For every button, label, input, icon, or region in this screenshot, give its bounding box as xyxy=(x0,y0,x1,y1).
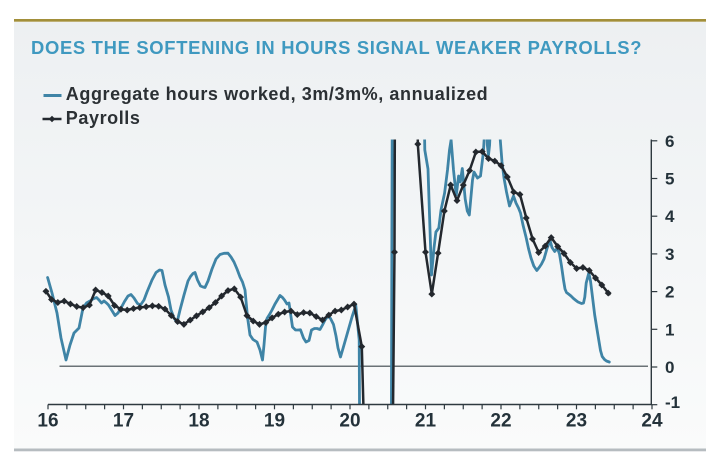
svg-text:6: 6 xyxy=(665,132,674,151)
svg-text:DOES THE SOFTENING IN HOURS SI: DOES THE SOFTENING IN HOURS SIGNAL WEAKE… xyxy=(31,37,642,58)
svg-text:22: 22 xyxy=(490,410,511,431)
svg-text:17: 17 xyxy=(113,410,134,431)
svg-text:4: 4 xyxy=(665,207,675,226)
svg-text:21: 21 xyxy=(415,410,437,431)
svg-text:18: 18 xyxy=(188,410,209,431)
svg-text:24: 24 xyxy=(641,410,663,431)
svg-text:1: 1 xyxy=(665,320,674,339)
svg-text:3: 3 xyxy=(665,245,674,264)
svg-text:19: 19 xyxy=(264,410,285,431)
svg-text:-1: -1 xyxy=(665,393,680,412)
svg-text:Payrolls: Payrolls xyxy=(66,108,141,128)
svg-text:Aggregate hours worked, 3m/3m%: Aggregate hours worked, 3m/3m%, annualiz… xyxy=(66,84,488,104)
svg-text:20: 20 xyxy=(339,410,360,431)
svg-text:5: 5 xyxy=(665,170,674,189)
svg-text:16: 16 xyxy=(37,410,58,431)
svg-text:23: 23 xyxy=(566,410,587,431)
svg-text:0: 0 xyxy=(665,358,674,377)
svg-text:2: 2 xyxy=(665,283,674,302)
